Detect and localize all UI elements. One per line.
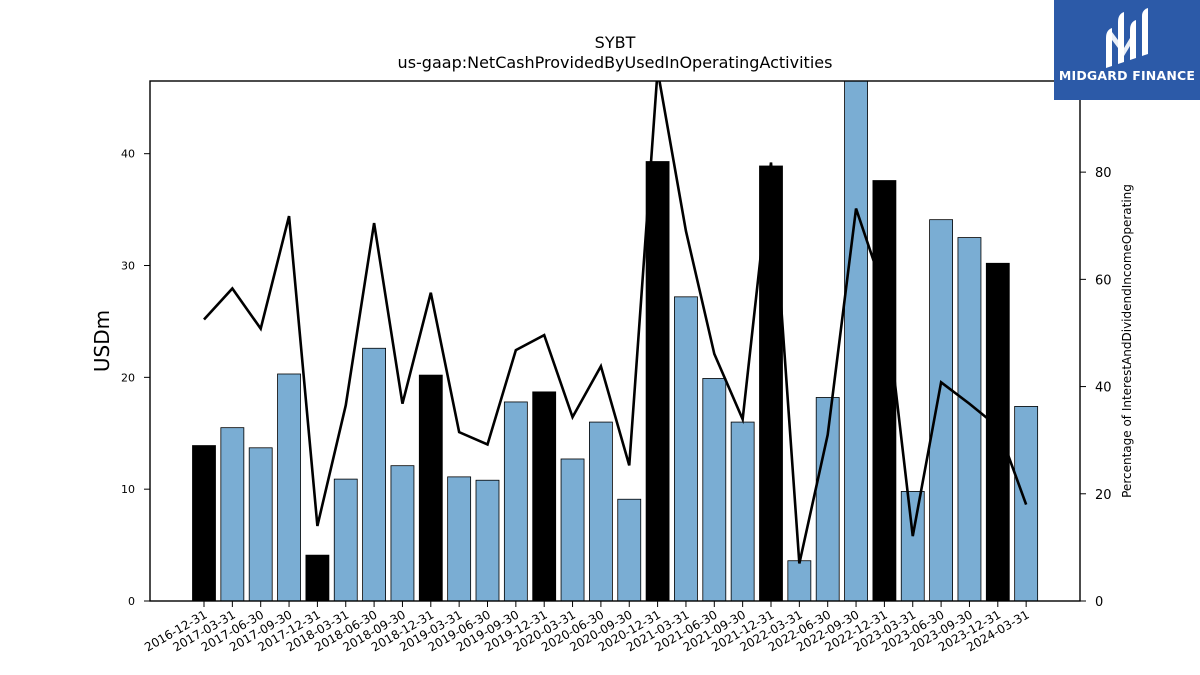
plot-frame — [149, 80, 1081, 602]
bar-2021-03-31 — [674, 296, 698, 601]
y-tick-label-left: 0 — [128, 595, 135, 608]
bar-2017-06-30 — [248, 447, 273, 601]
y-axis-label-right: Percentage of InterestAndDividendIncomeO… — [1120, 184, 1134, 498]
logo-text: MIDGARD FINANCE — [1058, 68, 1196, 83]
y-tick-label-left: 40 — [121, 148, 135, 161]
midgard-m-logo-icon — [1106, 8, 1148, 68]
midgard-finance-logo: MIDGARD FINANCE — [1054, 0, 1200, 100]
bar-2020-06-30 — [589, 421, 613, 601]
bar-2023-03-31 — [900, 491, 925, 601]
y-tick-label-right: 40 — [1095, 381, 1112, 396]
bar-2016-12-31 — [192, 445, 216, 601]
y-axis-label-left: USDm — [90, 310, 114, 372]
bar-2019-12-31 — [532, 391, 557, 601]
bar-2020-03-31 — [560, 458, 585, 601]
bar-2022-03-31 — [787, 560, 812, 601]
y-tick-label-left: 10 — [121, 483, 135, 496]
bars-group — [192, 81, 1039, 601]
bar-2022-09-30 — [844, 81, 868, 601]
bar-2021-09-30 — [730, 421, 755, 601]
series-line — [203, 81, 1028, 564]
bar-2022-12-31 — [872, 180, 897, 601]
bar-2018-03-31 — [333, 478, 358, 601]
bar-2020-09-30 — [617, 498, 642, 601]
y-tick-label-right: 0 — [1095, 595, 1103, 610]
y-tick-label-right: 20 — [1095, 488, 1112, 503]
x-axis: 2016-12-312017-03-312017-06-302017-09-30… — [142, 601, 1032, 654]
y-tick-label-right: 80 — [1095, 166, 1112, 181]
bar-2018-06-30 — [362, 347, 387, 601]
bar-2018-12-31 — [418, 374, 443, 601]
y-tick-label-left: 20 — [121, 371, 135, 384]
bar-2017-12-31 — [305, 554, 330, 601]
bar-2023-09-30 — [957, 237, 982, 601]
chart-title: SYBT — [595, 33, 636, 52]
bar-2021-06-30 — [702, 378, 727, 601]
bar-2019-06-30 — [475, 479, 500, 601]
bar-2023-12-31 — [985, 262, 1010, 601]
y-tick-label-right: 60 — [1095, 273, 1112, 288]
y-axis-left: 0 10 20 30 40 — [121, 148, 150, 608]
bar-2019-03-31 — [447, 476, 472, 601]
y-tick-label-left: 30 — [121, 260, 135, 273]
bar-2017-09-30 — [277, 373, 301, 601]
chart-subtitle: us-gaap:NetCashProvidedByUsedInOperating… — [398, 53, 833, 72]
line-group — [203, 81, 1028, 564]
bar-2017-03-31 — [220, 427, 245, 601]
bar-2019-09-30 — [503, 401, 528, 601]
bar-2022-06-30 — [815, 397, 840, 601]
bar-2023-06-30 — [929, 219, 953, 601]
bar-2018-09-30 — [390, 465, 415, 601]
y-axis-right: 0 20 40 60 80 — [1080, 166, 1112, 610]
bar-2020-12-31 — [645, 161, 670, 601]
